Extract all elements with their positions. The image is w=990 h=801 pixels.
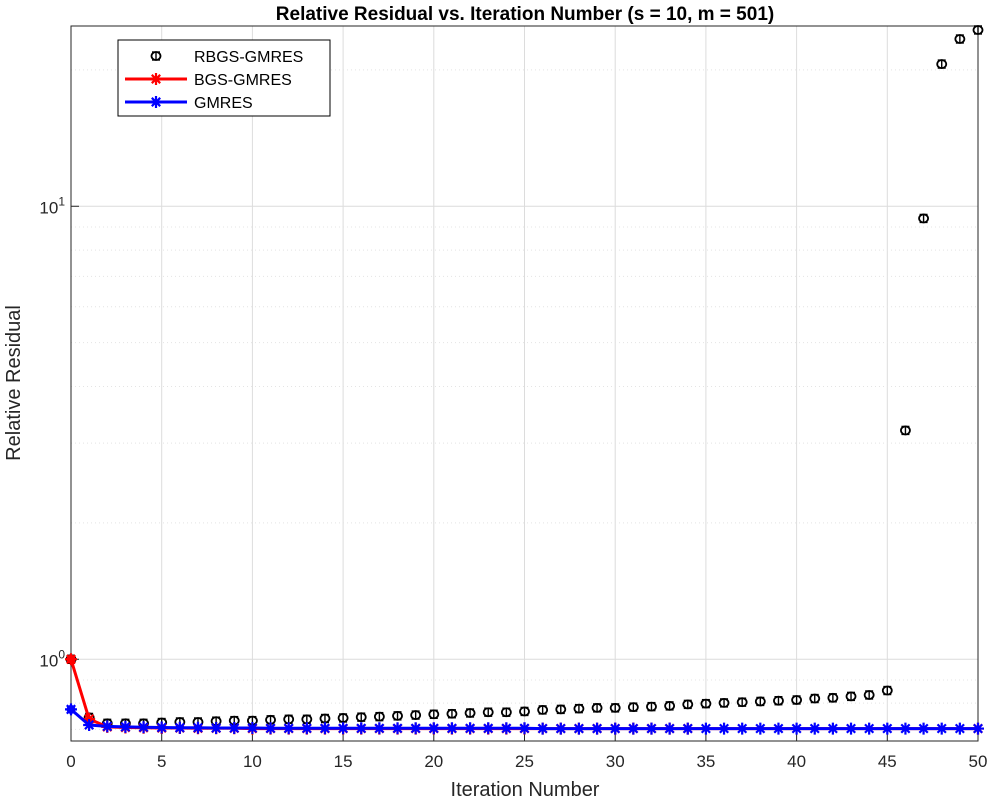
gmres-point [264,722,277,735]
legend-label: GMRES [194,95,253,112]
gmres-point [210,722,223,735]
legend-label: BGS-GMRES [194,72,292,89]
gmres-point [536,722,549,735]
gmres-point [355,722,368,735]
series-gmres [65,703,984,735]
gmres-point [808,722,821,735]
legend-label: RBGS-GMRES [194,49,303,66]
gmres-point [645,722,658,735]
gmres-point [881,722,894,735]
x-tick-label: 30 [606,752,625,771]
gmres-point [300,722,313,735]
gmres-point [863,722,876,735]
gmres-point [137,721,150,734]
x-tick-label: 40 [787,752,806,771]
gmres-point [572,722,585,735]
gmres-point [155,721,168,734]
legend-item-gmres: GMRES [125,95,253,112]
gmres-point [627,722,640,735]
y-axis-title: Relative Residual [3,305,25,461]
gmres-point [718,722,731,735]
gmres-point [845,722,858,735]
gmres-point [953,722,966,735]
x-tick-label: 10 [243,752,262,771]
gmres-point [500,722,513,735]
gmres-point [972,722,984,735]
gmres-point [464,722,477,735]
gmres-point [409,722,422,735]
gmres-point [427,722,440,735]
gmres-point [119,720,132,733]
gmres-point [282,722,295,735]
x-tick-label: 45 [878,752,897,771]
gmres-point [191,721,204,734]
gmres-point [591,722,604,735]
gmres-point [736,722,749,735]
gmres-point [699,722,712,735]
x-tick-label: 15 [334,752,353,771]
gmres-point [609,722,622,735]
gmres-point [663,722,676,735]
x-tick-label: 35 [696,752,715,771]
x-tick-label: 5 [157,752,166,771]
gmres-point [391,722,404,735]
chart-title: Relative Residual vs. Iteration Number (… [276,4,774,25]
gmres-point [899,722,912,735]
y-tick-label: 100 [39,647,65,670]
gmres-point [754,722,767,735]
legend-swatch-marker [150,73,162,85]
gmres-point [228,722,241,735]
gmres-point [318,722,331,735]
gmres-point [373,722,386,735]
gmres-point [790,722,803,735]
gmres-point [101,720,114,733]
gmres-point [935,722,948,735]
gmres-point [518,722,531,735]
x-tick-label: 20 [424,752,443,771]
gmres-point [554,722,567,735]
x-axis-title: Iteration Number [451,779,600,801]
gmres-point [246,722,259,735]
gmres-point [337,722,350,735]
legend: RBGS-GMRES BGS-GMRES GMRES [117,39,331,117]
gmres-point [917,722,930,735]
gmres-start-dot [66,704,76,714]
bgs-gmres-start-dot [66,654,76,664]
series-layer [65,25,984,735]
gmres-point [826,722,839,735]
legend-item-rbgs-gmres: RBGS-GMRES [150,49,303,66]
gmres-point [445,722,458,735]
gmres-point [772,722,785,735]
x-tick-label: 25 [515,752,534,771]
gmres-point [173,721,186,734]
x-tick-label: 50 [969,752,988,771]
legend-item-bgs-gmres: BGS-GMRES [125,72,292,89]
gmres-point [83,718,96,731]
legend-swatch-marker [150,96,162,108]
gmres-point [681,722,694,735]
x-tick-label: 0 [66,752,75,771]
series-rbgs-gmres [65,25,984,729]
y-tick-label: 101 [39,194,65,217]
gmres-point [482,722,495,735]
axis-ticks: 0 5 10 15 20 25 30 35 40 45 50 100 101 [39,194,987,771]
